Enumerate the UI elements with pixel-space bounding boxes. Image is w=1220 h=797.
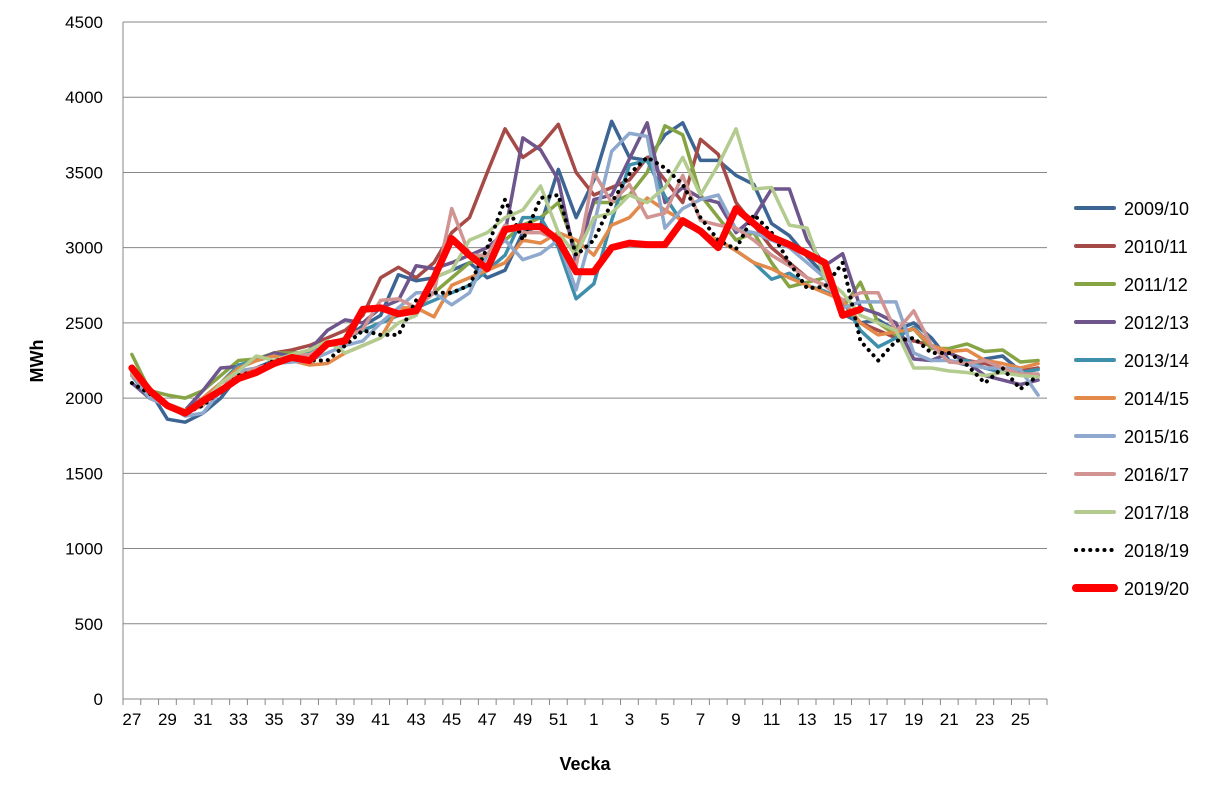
x-tick-label: 19 <box>904 710 923 729</box>
series-lines <box>128 119 1041 424</box>
x-tick-label: 31 <box>194 710 213 729</box>
y-tick-label: 2500 <box>65 314 103 333</box>
series-line-2012-13 <box>130 121 1040 412</box>
x-tick-label: 25 <box>1011 710 1030 729</box>
legend-label: 2019/20 <box>1124 579 1189 599</box>
x-tick-label: 45 <box>442 710 461 729</box>
legend-label: 2017/18 <box>1124 503 1189 523</box>
x-tick-label: 47 <box>478 710 497 729</box>
series-line-2019-20 <box>128 205 864 417</box>
legend-label: 2012/13 <box>1124 313 1189 333</box>
x-tick-label: 9 <box>731 710 740 729</box>
y-tick-label: 1500 <box>65 464 103 483</box>
legend-label: 2010/11 <box>1124 237 1188 257</box>
x-tick-label: 41 <box>371 710 390 729</box>
x-tick-label: 23 <box>975 710 994 729</box>
x-tick-label: 35 <box>265 710 284 729</box>
legend-label: 2009/10 <box>1124 199 1189 219</box>
y-tick-label: 1000 <box>65 540 103 559</box>
x-tick-label: 7 <box>696 710 705 729</box>
y-tick-label: 0 <box>94 690 103 709</box>
legend: 2009/10 2010/11 2011/12 2012/13 2013/14 2014/… <box>1072 199 1189 599</box>
x-tick-label: 17 <box>869 710 888 729</box>
x-tick-label: 3 <box>625 710 634 729</box>
x-tick-label: 37 <box>300 710 319 729</box>
gridlines <box>123 21 1047 625</box>
x-tick-label: 13 <box>798 710 817 729</box>
x-tick-label: 39 <box>336 710 355 729</box>
y-tick-label: 2000 <box>65 389 103 408</box>
x-tick-label: 1 <box>589 710 598 729</box>
legend-label: 2015/16 <box>1124 427 1189 447</box>
y-tick-label: 3000 <box>65 239 103 258</box>
x-tick-label: 43 <box>407 710 426 729</box>
x-tick-label: 49 <box>513 710 532 729</box>
y-tick-label: 4500 <box>65 13 103 32</box>
x-tick-label: 51 <box>549 710 568 729</box>
x-axis-title: Vecka <box>559 754 611 774</box>
x-tick-label: 29 <box>158 710 177 729</box>
y-axis-title: MWh <box>27 340 47 383</box>
x-tick-label: 11 <box>763 710 781 729</box>
legend-label: 2013/14 <box>1124 351 1189 371</box>
legend-label: 2014/15 <box>1124 389 1189 409</box>
legend-label: 2016/17 <box>1124 465 1189 485</box>
x-tick-label: 27 <box>122 710 141 729</box>
legend-label: 2011/12 <box>1124 275 1188 295</box>
x-tick-label: 15 <box>833 710 852 729</box>
y-tick-label: 500 <box>75 615 103 634</box>
y-tick-label: 3500 <box>65 163 103 182</box>
x-tick-label: 33 <box>229 710 248 729</box>
axes: 0 500 1000 1500 2000 2500 3000 3500 4000 4500 27 29… <box>65 13 1048 729</box>
series-line-2018-19 <box>129 155 1041 416</box>
y-tick-label: 4000 <box>65 88 103 107</box>
x-tick-label: 5 <box>660 710 669 729</box>
x-tick-label: 21 <box>940 710 959 729</box>
legend-label: 2018/19 <box>1124 541 1189 561</box>
